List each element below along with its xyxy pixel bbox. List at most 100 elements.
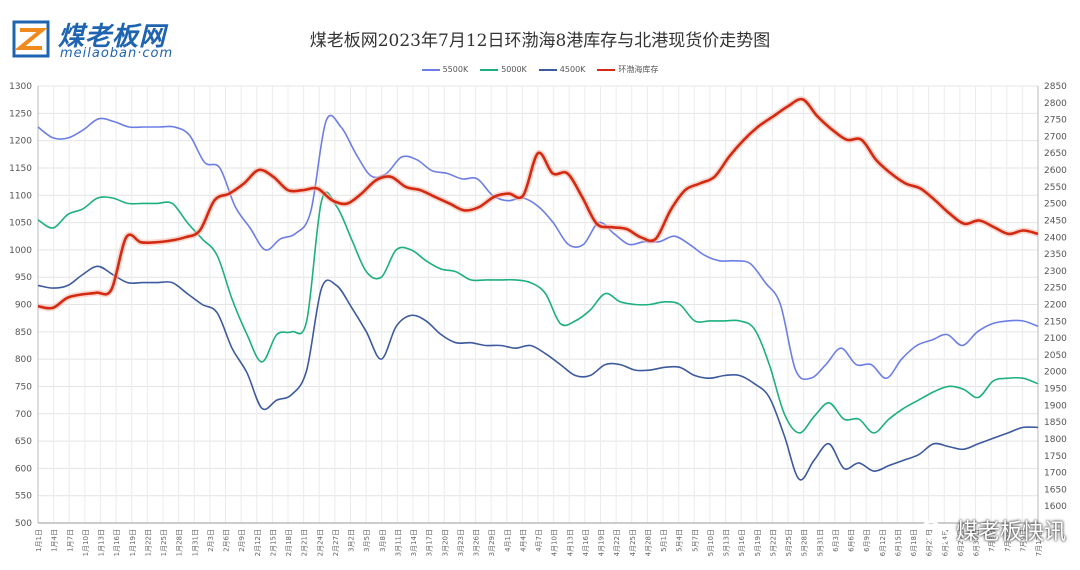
x-axis-tick-label: 7月6日	[1004, 529, 1012, 552]
x-axis-tick-label: 5月7日	[691, 529, 699, 552]
legend-swatch	[480, 68, 499, 71]
left-axis-tick-label: 800	[15, 355, 32, 365]
x-axis-tick-label: 6月30日	[973, 529, 981, 556]
right-axis-tick-label: 1950	[1044, 385, 1067, 395]
x-axis-tick-label: 2月9日	[238, 529, 246, 552]
x-axis-tick-label: 5月31日	[816, 529, 824, 556]
legend-item[interactable]: 5500K	[421, 65, 469, 74]
x-axis-tick-label: 3月26日	[473, 529, 481, 556]
x-axis-tick-label: 5月25日	[785, 529, 793, 556]
wechat-account-badge: 煤老板快讯	[919, 514, 1066, 545]
x-axis-tick-label: 1月25日	[160, 529, 168, 556]
x-axis-tick-label: 2月6日	[223, 529, 231, 552]
x-axis-tick-label: 6月6日	[848, 529, 856, 552]
left-axis-tick-label: 600	[15, 464, 32, 474]
x-axis-tick-label: 3月2日	[348, 529, 356, 552]
left-axis-tick-label: 1200	[9, 137, 32, 147]
right-axis-tick-label: 2050	[1044, 351, 1067, 361]
logo: 煤老板网 meilaoban·com	[12, 14, 232, 62]
legend-label: 4500K	[559, 65, 586, 74]
series-line	[37, 97, 1039, 310]
right-axis-tick-label: 2450	[1044, 216, 1067, 226]
left-axis-tick-label: 850	[15, 328, 32, 338]
x-axis-tick-label: 6月24日	[941, 529, 949, 556]
left-axis-tick-label: 700	[15, 410, 32, 420]
left-axis-tick-label: 900	[15, 301, 32, 311]
right-axis-tick-label: 1850	[1044, 418, 1067, 428]
x-axis-tick-label: 1月4日	[51, 529, 59, 552]
x-axis-tick-label: 1月31日	[191, 529, 199, 556]
legend-swatch	[538, 68, 557, 71]
x-axis-tick-label: 5月13日	[723, 529, 731, 556]
x-axis-tick-label: 1月13日	[98, 529, 106, 556]
series-line	[37, 191, 1039, 434]
x-axis-tick-label: 4月28日	[644, 529, 652, 556]
x-axis-tick-label: 5月4日	[676, 529, 684, 552]
x-axis-tick-label: 6月18日	[910, 529, 918, 556]
x-axis-tick-label: 4月16日	[582, 529, 590, 556]
left-axis-tick-label: 1000	[9, 246, 32, 256]
x-axis-tick-label: 3月8日	[379, 529, 387, 552]
x-axis-tick-label: 5月28日	[801, 529, 809, 556]
x-axis-tick-label: 7月12日	[1035, 529, 1043, 556]
left-axis-tick-label: 1150	[9, 164, 32, 174]
wechat-account-name: 煤老板快讯	[955, 520, 1066, 545]
right-axis-tick-label: 2300	[1044, 267, 1067, 277]
right-axis-tick-label: 2600	[1044, 166, 1067, 176]
left-axis-tick-label: 950	[15, 273, 32, 283]
x-axis-tick-label: 6月27日	[957, 529, 965, 556]
right-axis-tick-label: 2700	[1044, 132, 1067, 142]
left-axis-tick-label: 1100	[9, 191, 32, 201]
x-axis-tick-label: 1月1日	[35, 529, 43, 552]
chart-legend: 5500K 5000K 4500K 环渤海库存	[0, 64, 1080, 75]
right-axis-tick-label: 2100	[1044, 334, 1067, 344]
x-axis-tick-label: 4月19日	[598, 529, 606, 556]
x-axis-tick-label: 2月15日	[269, 529, 277, 556]
x-axis-tick-label: 4月7日	[535, 529, 543, 552]
x-axis-tick-label: 2月24日	[316, 529, 324, 556]
logo-brand-text: 煤老板网	[58, 22, 167, 52]
wechat-icon	[919, 521, 949, 544]
x-axis-tick-label: 6月9日	[863, 529, 871, 552]
left-axis-tick-label: 750	[15, 382, 32, 392]
legend-item[interactable]: 4500K	[538, 65, 586, 74]
x-axis-tick-label: 4月10日	[551, 529, 559, 556]
legend-label: 5500K	[442, 65, 469, 74]
right-axis-tick-label: 2550	[1044, 183, 1067, 193]
x-axis-tick-label: 3月23日	[457, 529, 465, 556]
legend-item[interactable]: 5000K	[480, 65, 527, 74]
x-axis-tick-label: 4月1日	[504, 529, 512, 552]
legend-item[interactable]: 环渤海库存	[597, 64, 658, 75]
legend-swatch	[421, 68, 440, 71]
right-axis-tick-label: 2000	[1044, 368, 1067, 378]
x-axis-tick-label: 3月17日	[426, 529, 434, 556]
right-axis-tick-label: 2850	[1044, 82, 1067, 92]
right-axis-tick-label: 1750	[1044, 452, 1067, 462]
right-axis-tick-label: 2800	[1044, 99, 1067, 109]
legend-label: 环渤海库存	[618, 65, 659, 74]
x-axis-tick-label: 5月22日	[769, 529, 777, 556]
right-axis-tick-label: 1900	[1044, 401, 1067, 411]
left-axis-tick-label: 550	[15, 492, 32, 502]
logo-mark-icon	[12, 20, 50, 58]
left-axis-tick-label: 1250	[9, 109, 32, 119]
x-axis-tick-label: 4月22日	[613, 529, 621, 556]
legend-label: 5000K	[501, 65, 527, 74]
x-axis-tick-label: 1月7日	[66, 529, 74, 552]
right-axis-tick-label: 1650	[1044, 485, 1067, 495]
x-axis-tick-label: 4月13日	[566, 529, 574, 556]
x-axis-tick-label: 1月10日	[82, 529, 90, 556]
legend-swatch	[597, 68, 616, 71]
right-axis-tick-label: 1800	[1044, 435, 1067, 445]
right-axis-tick-label: 2650	[1044, 149, 1067, 159]
x-axis-tick-label: 5月19日	[754, 529, 762, 556]
x-axis-tick-label: 7月3日	[988, 529, 996, 552]
x-axis-tick-label: 2月18日	[285, 529, 293, 556]
x-axis-tick-label: 2月12日	[254, 529, 262, 556]
right-axis-tick-label: 2250	[1044, 284, 1067, 294]
left-axis-tick-label: 1300	[9, 82, 32, 92]
logo-domain-text: meilaoban·com	[60, 46, 174, 61]
x-axis-tick-label: 1月22日	[144, 529, 152, 556]
